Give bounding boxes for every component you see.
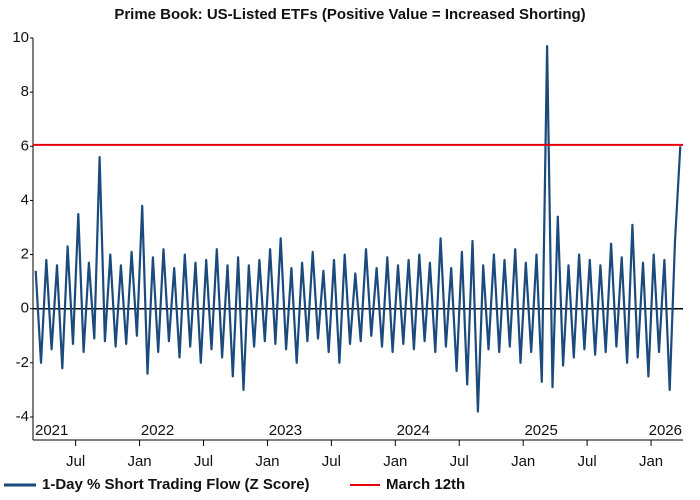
x-tick-label: Jul	[578, 453, 597, 470]
year-label: 2023	[269, 422, 302, 439]
y-tick-label: 10	[12, 29, 29, 46]
year-label: 2022	[141, 422, 174, 439]
x-tick-label: Jan	[255, 453, 279, 470]
year-label: 2026	[649, 422, 682, 439]
chart-title: Prime Book: US-Listed ETFs (Positive Val…	[114, 6, 585, 23]
x-tick-label: Jul	[322, 453, 341, 470]
year-label: 2021	[35, 422, 68, 439]
y-tick-label: 6	[21, 137, 29, 154]
y-tick-label: -4	[16, 408, 29, 425]
year-label: 2024	[397, 422, 430, 439]
legend-label: March 12th	[386, 476, 465, 493]
y-tick-label: 8	[21, 83, 29, 100]
y-tick-label: 2	[21, 246, 29, 263]
y-tick-label: -2	[16, 354, 29, 371]
x-tick-label: Jan	[383, 453, 407, 470]
x-tick-label: Jul	[194, 453, 213, 470]
x-tick-label: Jul	[66, 453, 85, 470]
x-tick-label: Jan	[511, 453, 535, 470]
x-tick-label: Jan	[127, 453, 151, 470]
year-label: 2025	[524, 422, 557, 439]
y-tick-label: 4	[21, 191, 29, 208]
x-tick-label: Jan	[639, 453, 663, 470]
series-line	[34, 45, 682, 413]
legend-label: 1-Day % Short Trading Flow (Z Score)	[42, 476, 310, 493]
x-tick-label: Jul	[450, 453, 469, 470]
y-tick-label: 0	[21, 300, 29, 317]
